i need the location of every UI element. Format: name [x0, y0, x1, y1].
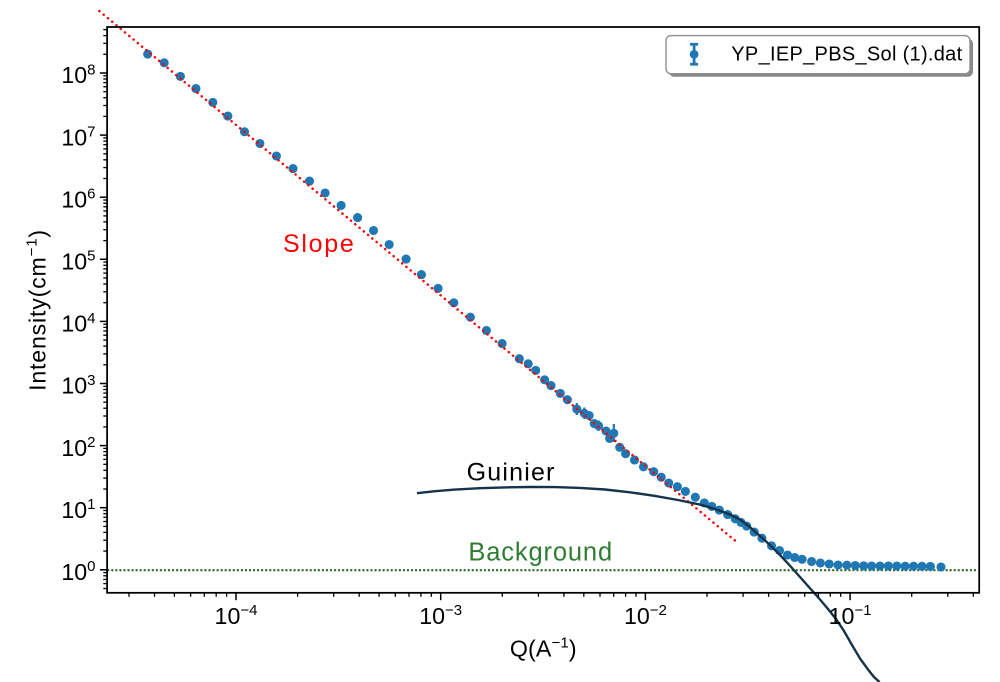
svg-text:107: 107 — [61, 124, 95, 151]
svg-text:Guinier: Guinier — [467, 459, 556, 487]
svg-text:Slope: Slope — [283, 230, 355, 258]
svg-text:106: 106 — [61, 186, 95, 213]
svg-text:10−2: 10−2 — [624, 602, 667, 629]
svg-text:YP_IEP_PBS_Sol (1).dat: YP_IEP_PBS_Sol (1).dat — [731, 44, 962, 66]
svg-text:101: 101 — [61, 496, 95, 523]
svg-text:105: 105 — [61, 248, 95, 275]
svg-text:Background: Background — [468, 539, 613, 567]
